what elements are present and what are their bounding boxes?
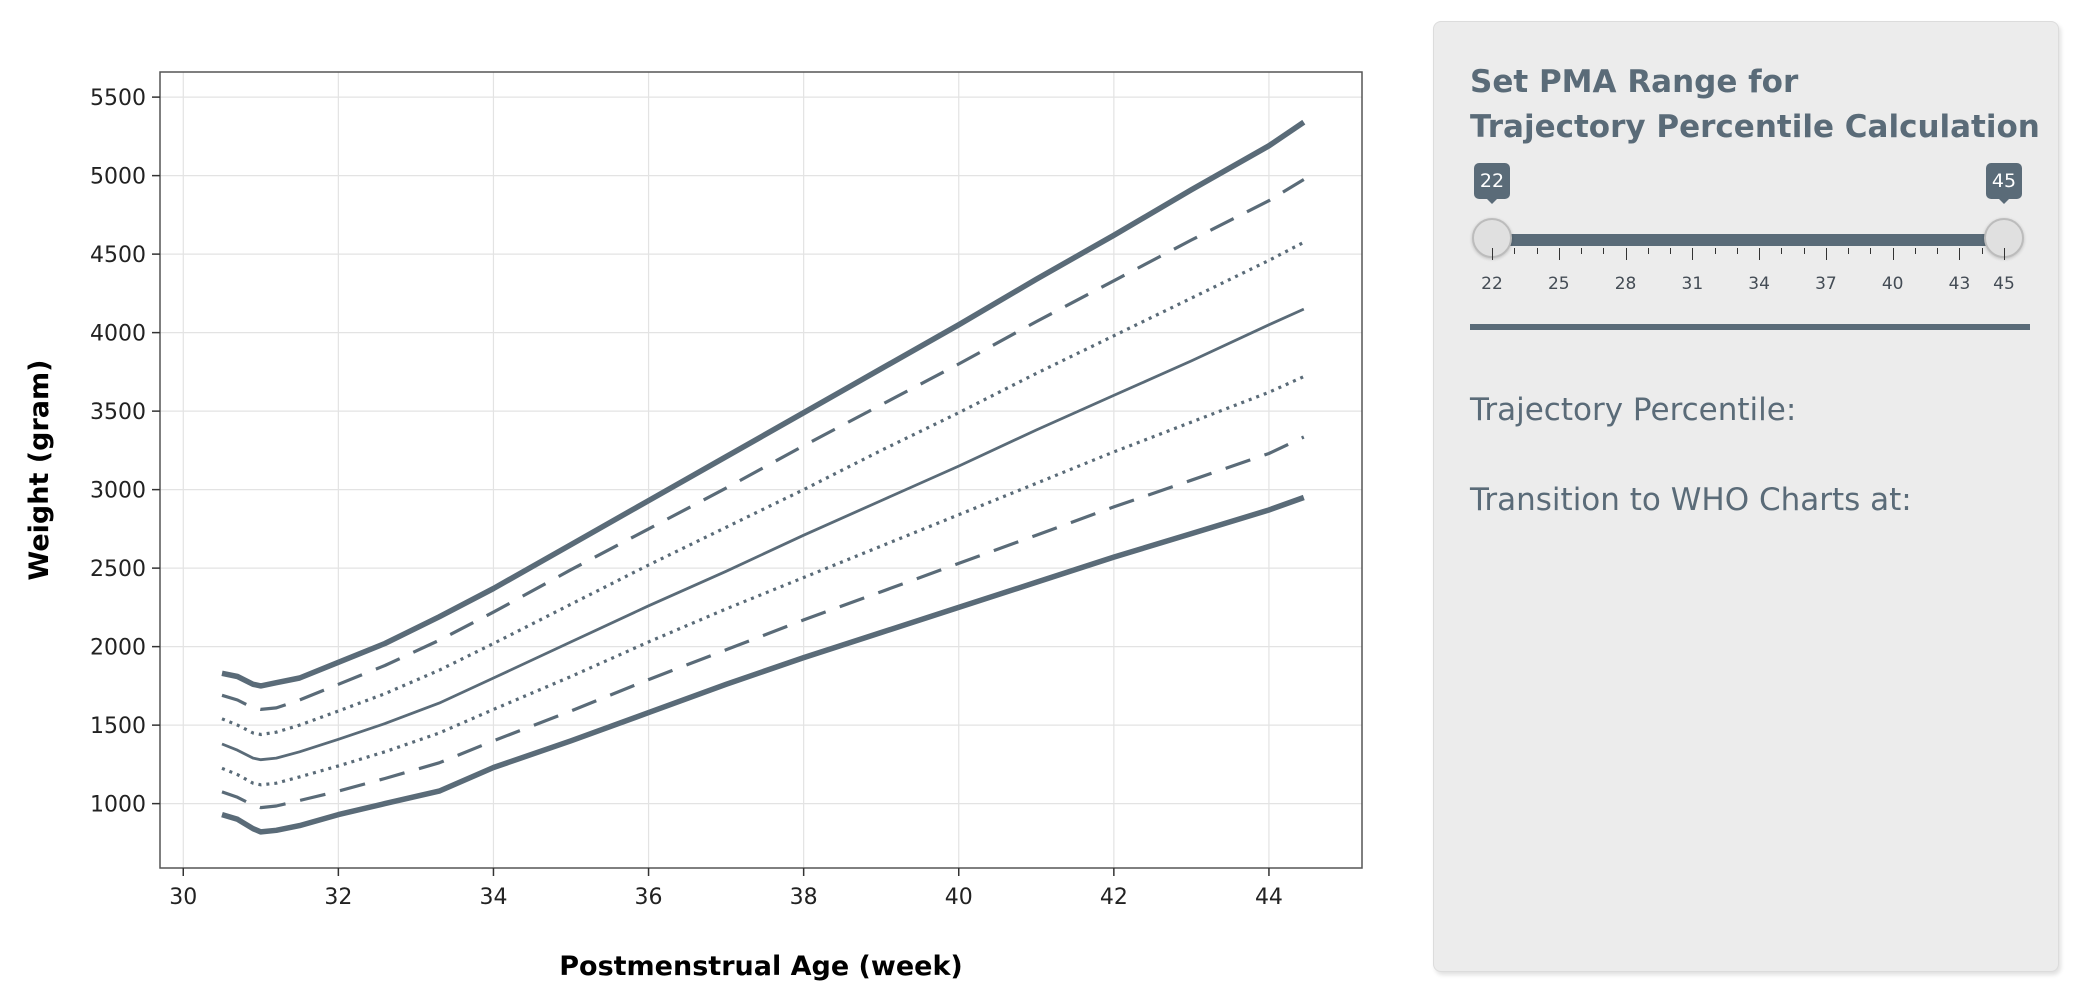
slider-tick-label: 40: [1881, 274, 1904, 294]
slider-major-tick: [1558, 248, 1560, 260]
slider-major-tick: [1692, 248, 1694, 260]
slider-track[interactable]: [1492, 234, 2004, 246]
slider-minor-tick: [1781, 248, 1783, 254]
slider-major-tick: [1759, 248, 1761, 260]
y-axis-title: Weight (gram): [24, 360, 55, 581]
x-tick-label: 34: [479, 885, 507, 910]
percentile-curve-2: [221, 435, 1305, 810]
slider-tick-label: 28: [1614, 274, 1637, 294]
slider-tick-label: 22: [1481, 274, 1503, 294]
slider-minor-tick: [1603, 248, 1605, 254]
panel-title-line-2: Trajectory Percentile Calculation: [1470, 109, 2040, 145]
y-axis-ticks: 1000 1500 2000 2500 3000 3500 4000 4500 5000 5500: [90, 86, 160, 818]
x-tick-label: 32: [324, 885, 352, 910]
divider: [1470, 324, 2030, 330]
slider-tick-label: 45: [1993, 274, 2015, 294]
percentile-curve-7: [221, 119, 1306, 689]
who-transition-label: Transition to WHO Charts at:: [1470, 482, 1912, 518]
panel-title: Set PMA Range for Trajectory Percentile …: [1470, 60, 2040, 150]
y-tick-label: 2000: [90, 636, 146, 661]
percentile-curve-6: [221, 178, 1305, 711]
slider-tick-label: 25: [1547, 274, 1570, 294]
slider-major-tick: [1825, 248, 1827, 260]
y-tick-label: 1000: [90, 793, 146, 818]
y-tick-label: 4500: [90, 243, 146, 268]
slider-major-tick: [1625, 248, 1627, 260]
x-tick-label: 42: [1100, 885, 1128, 910]
slider-major-tick: [2004, 248, 2005, 260]
slider-from-value: 22: [1474, 163, 1510, 204]
percentile-curve-1: [221, 494, 1305, 835]
panel-title-line-1: Set PMA Range for: [1470, 64, 1799, 100]
y-tick-label: 3000: [90, 479, 146, 504]
slider-minor-tick: [1647, 248, 1649, 254]
weight-percentile-chart: 30 32 34 36 38 40 42 44 1000 1500 2000 2500 3000 350…: [24, 71, 1363, 982]
trajectory-percentile-label: Trajectory Percentile:: [1470, 392, 1797, 428]
percentile-curve-4: [221, 307, 1305, 762]
slider-minor-tick: [1536, 248, 1538, 254]
slider-ticks: 22 25 28 31 34 37 40 43 45: [1481, 246, 2015, 306]
x-tick-label: 40: [945, 885, 973, 910]
x-axis-ticks: 30 32 34 36 38 40 42 44: [169, 868, 1283, 910]
x-axis-title: Postmenstrual Age (week): [559, 951, 963, 982]
slider-minor-tick: [1736, 248, 1738, 254]
x-tick-label: 44: [1255, 885, 1283, 910]
slider-tick-label: 43: [1948, 274, 1971, 294]
plot-frame: [159, 71, 1363, 869]
slider-minor-tick: [1714, 248, 1716, 254]
slider-minor-tick: [1581, 248, 1583, 254]
slider-minor-tick: [1870, 248, 1872, 254]
y-tick-label: 1500: [90, 714, 146, 739]
slider-tick-label: 37: [1815, 274, 1837, 294]
slider-minor-tick: [1981, 248, 1983, 254]
x-tick-label: 36: [635, 885, 663, 910]
x-tick-label: 30: [169, 885, 197, 910]
slider-major-tick: [1892, 248, 1894, 260]
slider-minor-tick: [1514, 248, 1516, 254]
y-tick-label: 5500: [90, 86, 146, 111]
slider-tick-label: 34: [1748, 274, 1770, 294]
slider-to-value: 45: [1986, 163, 2022, 204]
slider-minor-tick: [1803, 248, 1805, 254]
pma-range-slider[interactable]: 22 45 22 25 28 31 34 37 40 43 45: [1470, 162, 2030, 302]
slider-major-tick: [1492, 248, 1493, 260]
slider-minor-tick: [1937, 248, 1939, 254]
slider-major-tick: [1959, 248, 1961, 260]
percentile-curve-5: [221, 240, 1305, 737]
slider-tick-label: 31: [1681, 274, 1704, 294]
controls-panel: Set PMA Range for Trajectory Percentile …: [1433, 21, 2059, 972]
y-tick-label: 3500: [90, 400, 146, 425]
y-tick-label: 4000: [90, 322, 146, 347]
slider-minor-tick: [1914, 248, 1916, 254]
y-tick-label: 2500: [90, 557, 146, 582]
slider-minor-tick: [1670, 248, 1672, 254]
slider-minor-tick: [1848, 248, 1850, 254]
percentile-curves: [221, 119, 1306, 835]
x-tick-label: 38: [790, 885, 818, 910]
y-tick-label: 5000: [90, 165, 146, 190]
